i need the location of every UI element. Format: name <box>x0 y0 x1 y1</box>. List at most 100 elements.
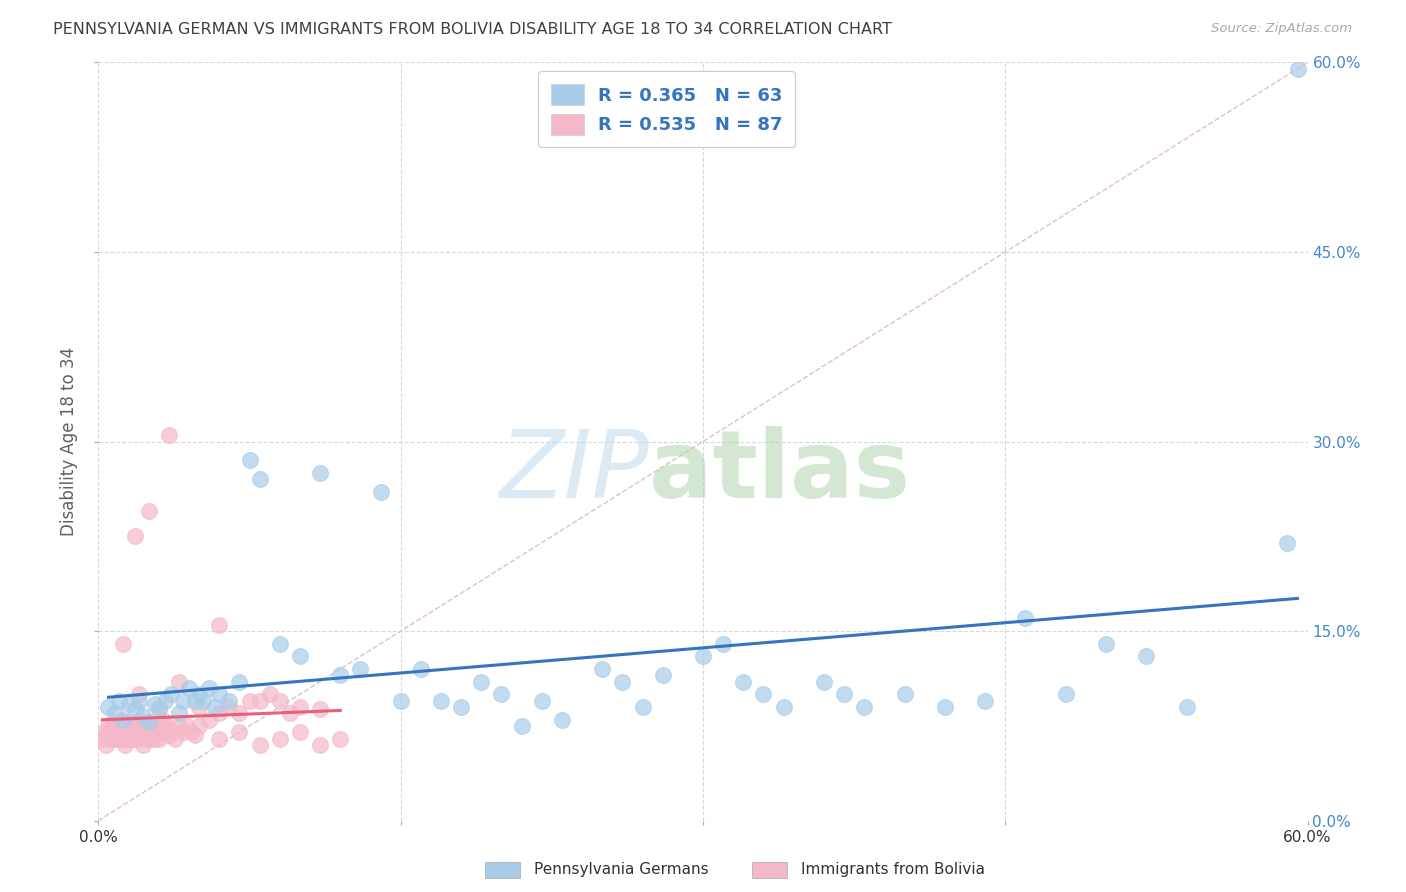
Point <box>228 674 250 689</box>
Point <box>121 728 143 742</box>
Point <box>772 699 794 714</box>
Point <box>124 723 146 737</box>
Point <box>329 731 352 746</box>
Point <box>167 674 190 689</box>
Point <box>1277 535 1299 549</box>
Point <box>288 649 311 664</box>
Point <box>101 725 124 739</box>
Point <box>107 693 129 707</box>
Point <box>143 731 166 746</box>
Point <box>309 702 332 716</box>
Point <box>329 668 352 682</box>
Point <box>97 699 120 714</box>
Point <box>180 725 202 739</box>
Point <box>934 699 956 714</box>
Point <box>110 715 132 730</box>
Point <box>124 731 146 746</box>
Point <box>692 649 714 664</box>
Point <box>228 725 250 739</box>
Point <box>204 699 226 714</box>
Point <box>184 693 207 707</box>
Point <box>100 731 122 746</box>
Point <box>125 715 148 730</box>
Point <box>278 706 301 721</box>
Point <box>198 713 221 727</box>
Point <box>91 731 114 746</box>
Point <box>148 731 170 746</box>
Point <box>409 662 432 676</box>
Point <box>1095 637 1118 651</box>
Point <box>198 681 221 695</box>
Point <box>105 728 128 742</box>
Point <box>249 693 271 707</box>
Point <box>148 719 170 733</box>
Point <box>160 687 183 701</box>
Point <box>114 715 136 730</box>
Point <box>228 706 250 721</box>
Point <box>491 687 513 701</box>
Y-axis label: Disability Age 18 to 34: Disability Age 18 to 34 <box>60 347 79 536</box>
Point <box>188 687 211 701</box>
Point <box>470 674 492 689</box>
Point <box>129 719 152 733</box>
Point <box>118 715 141 730</box>
Point <box>138 715 160 730</box>
Point <box>132 738 155 752</box>
Text: atlas: atlas <box>648 425 910 518</box>
Point <box>111 731 134 746</box>
Point <box>309 466 332 480</box>
Point <box>135 723 157 737</box>
Point <box>143 698 166 712</box>
Point <box>269 637 291 651</box>
Point <box>591 662 613 676</box>
Point <box>128 725 150 739</box>
Text: Pennsylvania Germans: Pennsylvania Germans <box>534 863 709 877</box>
Point <box>138 715 160 730</box>
Point <box>218 693 240 707</box>
Point <box>111 713 134 727</box>
Legend: R = 0.365   N = 63, R = 0.535   N = 87: R = 0.365 N = 63, R = 0.535 N = 87 <box>538 71 794 147</box>
Point <box>103 731 125 746</box>
Point <box>97 728 120 742</box>
Text: PENNSYLVANIA GERMAN VS IMMIGRANTS FROM BOLIVIA DISABILITY AGE 18 TO 34 CORRELATI: PENNSYLVANIA GERMAN VS IMMIGRANTS FROM B… <box>53 22 893 37</box>
Point <box>128 731 150 746</box>
Point <box>118 731 141 746</box>
Point <box>370 485 392 500</box>
Point <box>148 699 170 714</box>
Point <box>269 693 291 707</box>
Text: Source: ZipAtlas.com: Source: ZipAtlas.com <box>1212 22 1353 36</box>
Point <box>269 731 291 746</box>
Point <box>239 453 262 467</box>
Point <box>752 687 775 701</box>
Point <box>115 723 138 737</box>
Point <box>103 706 125 721</box>
Point <box>176 719 198 733</box>
Point <box>124 702 146 716</box>
Point <box>193 693 215 707</box>
Point <box>152 725 174 739</box>
Point <box>974 693 997 707</box>
Point <box>124 529 146 543</box>
Point <box>733 674 755 689</box>
Point <box>142 723 165 737</box>
Point <box>530 693 553 707</box>
Point <box>1135 649 1157 664</box>
Point <box>135 731 157 746</box>
Point <box>120 731 142 746</box>
Point <box>138 504 160 518</box>
Point <box>612 674 634 689</box>
Point <box>551 713 574 727</box>
Point <box>349 662 371 676</box>
Text: ZIP: ZIP <box>499 426 648 517</box>
Point <box>156 719 179 733</box>
Point <box>157 728 180 742</box>
Text: Immigrants from Bolivia: Immigrants from Bolivia <box>801 863 986 877</box>
Point <box>114 738 136 752</box>
Point <box>184 728 207 742</box>
Point <box>218 699 240 714</box>
Point <box>100 723 122 737</box>
Point <box>152 713 174 727</box>
Point <box>101 715 124 730</box>
Point <box>132 715 155 730</box>
Point <box>208 687 231 701</box>
